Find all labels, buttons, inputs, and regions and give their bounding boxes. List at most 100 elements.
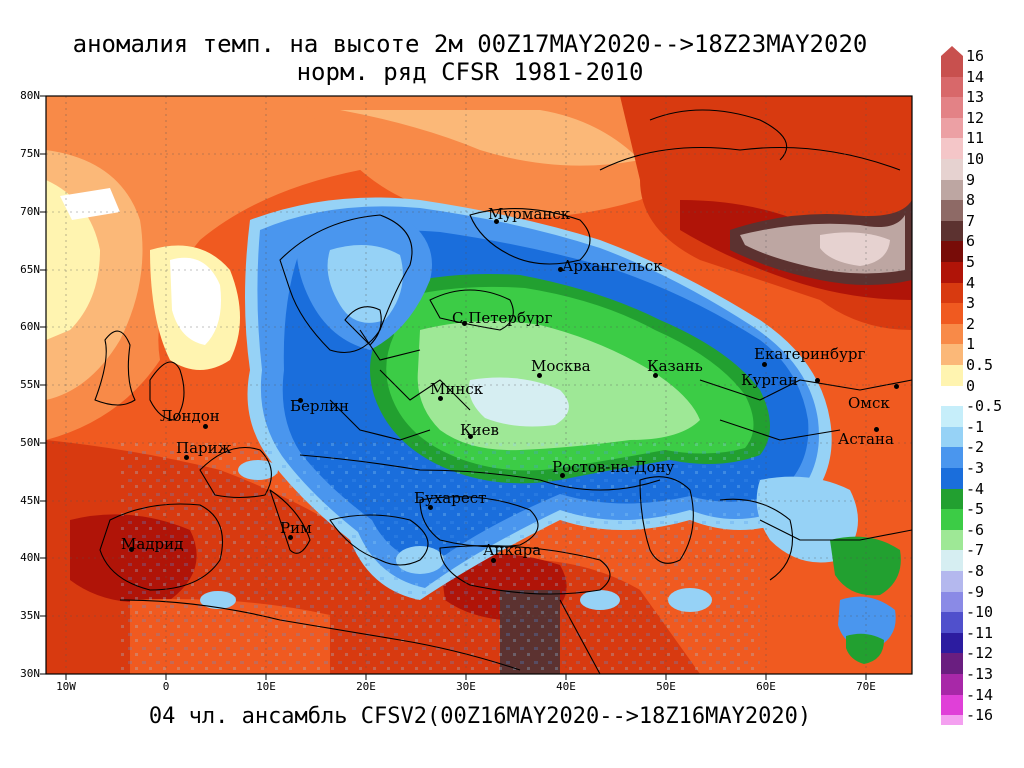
lat-label-30n: 30N <box>20 667 40 680</box>
lat-label-60n: 60N <box>20 320 40 333</box>
city-label: Мурманск <box>488 205 571 223</box>
color-scale-label: 11 <box>966 129 985 148</box>
title-line-2: норм. ряд CFSR 1981-2010 <box>296 58 644 86</box>
lon-label-10e: 10E <box>256 680 276 693</box>
lon-label-60e: 60E <box>756 680 776 693</box>
color-scale-swatch <box>941 509 963 530</box>
lat-label-75n: 75N <box>20 147 40 160</box>
scale-top-arrow <box>941 46 963 56</box>
city-label: Ростов-на-Дону <box>552 458 675 476</box>
color-scale-label: -5 <box>966 500 985 519</box>
color-scale-label: -2 <box>966 438 985 457</box>
color-scale-label: 4 <box>966 273 976 292</box>
color-scale-swatch <box>941 220 963 242</box>
color-scale-swatch <box>941 632 963 654</box>
color-scale-swatch <box>941 323 963 345</box>
city-label: Омск <box>848 394 890 412</box>
color-scale-label: -0.5 <box>966 397 1003 416</box>
city-label: Киев <box>460 421 499 439</box>
city-dot <box>203 424 208 429</box>
city-dot <box>815 378 820 383</box>
color-scale-swatch <box>941 468 963 489</box>
ensemble-caption: 04 чл. ансамбль CFSV2(00Z16MAY2020-->18Z… <box>148 704 812 729</box>
color-scale-swatch <box>941 550 963 571</box>
lat-label-55n: 55N <box>20 378 40 391</box>
lat-label-45n: 45N <box>20 494 40 507</box>
lon-label-70e: 70E <box>856 680 876 693</box>
lon-label-30e: 30E <box>456 680 476 693</box>
color-scale-label: -10 <box>966 603 994 622</box>
city-dot <box>428 505 433 510</box>
color-scale-swatch <box>941 694 963 716</box>
color-scale-label: 5 <box>966 253 976 271</box>
city-label: Архангельск <box>562 257 663 275</box>
map-field <box>46 96 912 674</box>
color-scale-label: 1 <box>966 335 976 354</box>
color-scale-arrows <box>941 46 963 56</box>
color-scale-swatch <box>941 262 963 283</box>
color-scale-label: 7 <box>966 211 976 230</box>
color-scale-swatch <box>941 571 963 592</box>
city-label: Минск <box>430 380 484 398</box>
city-label: Мадрид <box>121 535 184 553</box>
color-scale-swatch <box>941 56 963 77</box>
city-label: Анкара <box>483 541 542 559</box>
city-dot <box>129 547 134 552</box>
color-scale-swatch <box>941 612 963 633</box>
color-scale-label: -13 <box>966 665 994 683</box>
lat-label-80n: 80N <box>20 89 40 102</box>
color-scale-label: 13 <box>966 88 985 107</box>
lat-label-50n: 50N <box>20 436 40 449</box>
color-scale-label: 6 <box>966 232 976 251</box>
color-scale-swatch <box>941 282 963 304</box>
lat-label-70n: 70N <box>20 205 40 218</box>
color-scale-swatch <box>941 97 963 118</box>
color-scale-swatch <box>941 117 963 139</box>
city-label: Бухарест <box>414 489 487 507</box>
color-scale-swatch <box>941 344 963 365</box>
lat-label-40n: 40N <box>20 551 40 564</box>
color-scale-swatch <box>941 179 963 201</box>
color-scale-label: -7 <box>966 541 985 560</box>
city-dot <box>874 427 879 432</box>
city-label: Астана <box>838 430 894 448</box>
color-scale-label: 9 <box>966 170 976 189</box>
color-scale-swatch <box>941 138 963 159</box>
city-label: Берлин <box>290 397 350 415</box>
city-dot <box>653 373 658 378</box>
color-scale-swatch <box>941 385 963 407</box>
color-scale-label: -11 <box>966 623 994 642</box>
color-scale-label: -8 <box>966 562 985 580</box>
color-scale-label: 0.5 <box>966 356 994 374</box>
lon-label-40e: 40E <box>556 680 576 693</box>
color-scale-swatch <box>941 365 963 386</box>
city-dot <box>491 558 496 563</box>
color-scale-swatch <box>941 406 963 427</box>
color-scale-swatch <box>941 76 963 98</box>
city-dot <box>184 455 189 460</box>
city-dot <box>494 219 499 224</box>
color-scale-label: -1 <box>966 417 985 436</box>
color-scale-swatch <box>941 674 963 695</box>
color-scale-swatch <box>941 488 963 510</box>
city-dot <box>438 396 443 401</box>
city-dot <box>762 362 767 367</box>
city-dot <box>560 473 565 478</box>
color-scale-label: 10 <box>966 150 985 168</box>
city-dot <box>558 267 563 272</box>
color-scale-swatch <box>941 159 963 180</box>
lon-label-0: 0 <box>162 680 170 693</box>
color-scale-swatch <box>941 591 963 613</box>
color-scale-label: 14 <box>966 67 985 86</box>
color-scale-label: 0 <box>966 376 976 395</box>
lon-label-20e: 20E <box>356 680 376 693</box>
color-scale-label: 16 <box>966 47 985 65</box>
lat-label-35n: 35N <box>20 609 40 622</box>
color-scale-legend: 16 14 13 12 11 10 9 8 7 6 5 4 3 2 1 0.5 0 -0.5 -1 -2 -3 -4 -5-… <box>938 44 1024 726</box>
color-scale-label: 8 <box>966 191 976 210</box>
city-dot <box>468 434 473 439</box>
color-scale-label: -6 <box>966 520 985 539</box>
lon-label-50e: 50E <box>656 680 676 693</box>
city-dot <box>894 384 899 389</box>
